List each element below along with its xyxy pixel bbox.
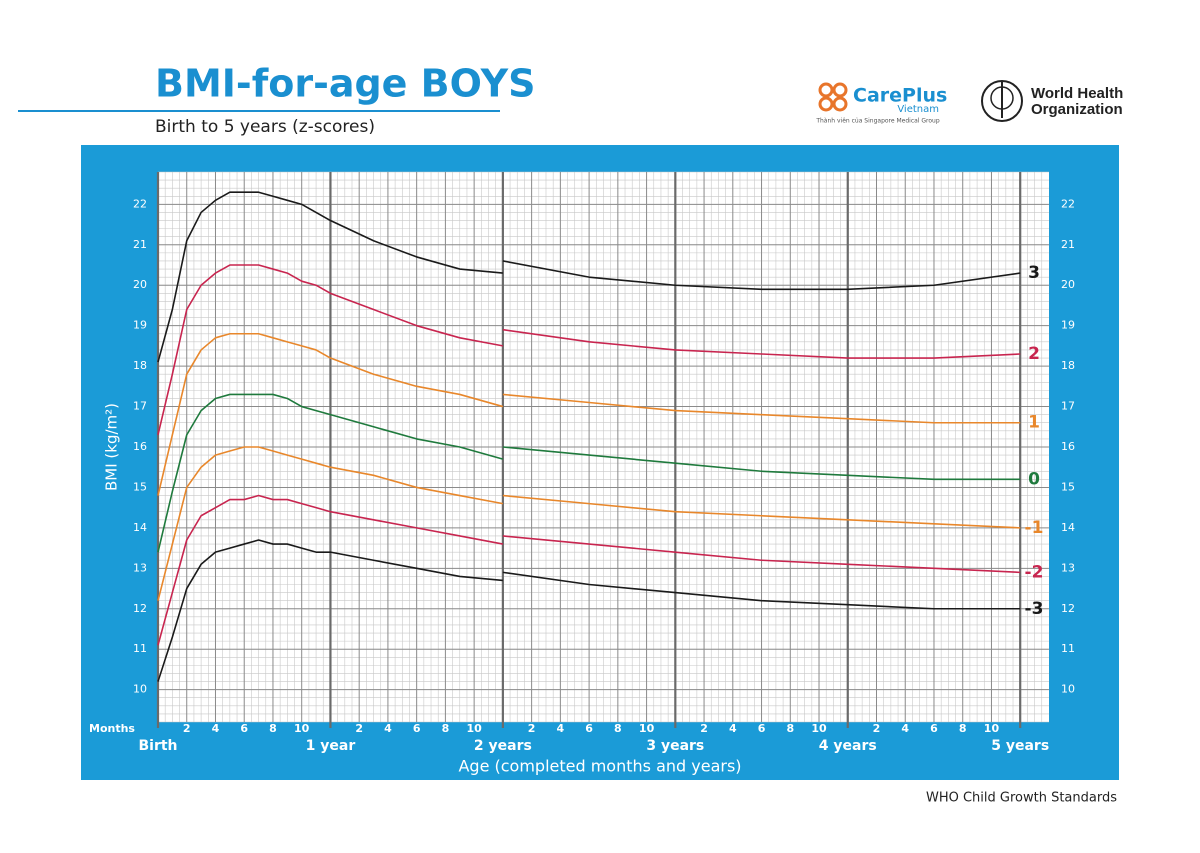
y-tick-label: 11 xyxy=(1061,642,1075,655)
series-label: -2 xyxy=(1025,562,1044,582)
logo-text: Organization xyxy=(1031,101,1123,118)
series-line xyxy=(157,494,1021,646)
logo-text: CarePlus xyxy=(853,85,947,107)
logo-text: World Health xyxy=(1031,85,1123,102)
x-tick-label: 2 xyxy=(528,722,536,735)
lines xyxy=(157,191,1021,682)
x-major-tick-label: 1 year xyxy=(306,738,356,754)
series-label: 0 xyxy=(1028,469,1040,489)
y-tick-label: 13 xyxy=(1061,561,1075,574)
x-major-tick-label: 4 years xyxy=(819,738,877,754)
x-tick-label: 2 xyxy=(355,722,363,735)
careplus-logo: CarePlus Vietnam Thành viên của Singapor… xyxy=(815,82,947,125)
y-tick-label: 12 xyxy=(1061,602,1075,615)
series-label: -1 xyxy=(1025,518,1044,538)
logo-petal xyxy=(818,96,834,112)
x-tick-label: 2 xyxy=(700,722,708,735)
x-tick-label: 10 xyxy=(639,722,655,735)
logo-petal xyxy=(832,82,848,98)
y-tick-label: 17 xyxy=(1061,400,1075,413)
y-tick-label: 14 xyxy=(1061,521,1075,534)
series-line xyxy=(157,191,1021,363)
y-tick-label: 19 xyxy=(1061,319,1075,332)
x-tick-label: 10 xyxy=(466,722,482,735)
y-tick-label: 16 xyxy=(133,440,147,453)
y-tick-label: 16 xyxy=(1061,440,1075,453)
x-tick-label: 4 xyxy=(557,722,565,735)
grid xyxy=(156,171,1049,728)
logo-emblem xyxy=(981,80,1023,122)
y-tick-label: 13 xyxy=(133,561,147,574)
x-tick-label: 4 xyxy=(901,722,909,735)
y-tick-label: 22 xyxy=(1061,197,1075,210)
y-axis-title: BMI (kg/m²) xyxy=(103,403,121,491)
x-major-tick-label: 2 years xyxy=(474,738,532,754)
x-tick-label: 6 xyxy=(413,722,421,735)
y-tick-label: 10 xyxy=(1061,683,1075,696)
x-tick-label: 8 xyxy=(269,722,277,735)
x-tick-label: 4 xyxy=(729,722,737,735)
chart-subtitle: Birth to 5 years (z-scores) xyxy=(155,117,375,137)
x-axis-title: Age (completed months and years) xyxy=(458,757,741,776)
series-line xyxy=(157,446,1021,601)
y-tick-label: 11 xyxy=(133,642,147,655)
x-tick-label: 6 xyxy=(240,722,248,735)
y-tick-label: 10 xyxy=(133,683,147,696)
series-label: 3 xyxy=(1028,263,1040,283)
x-tick-label: 8 xyxy=(442,722,450,735)
series-line xyxy=(157,393,1021,553)
x-tick-label: 2 xyxy=(183,722,191,735)
x-tick-label: 8 xyxy=(786,722,794,735)
y-tick-label: 15 xyxy=(133,480,147,493)
x-tick-label: 10 xyxy=(294,722,310,735)
series-label: 1 xyxy=(1028,413,1040,433)
y-tick-label: 14 xyxy=(133,521,147,534)
logo-text: Thành viên của Singapore Medical Group xyxy=(815,118,939,125)
x-tick-label: 8 xyxy=(614,722,622,735)
x-tick-label: 2 xyxy=(873,722,881,735)
series-label: -3 xyxy=(1025,599,1044,619)
y-tick-label: 18 xyxy=(133,359,147,372)
y-tick-label: 21 xyxy=(133,238,147,251)
x-tick-label: 8 xyxy=(959,722,967,735)
x-unit-label: Months xyxy=(89,722,135,735)
series-line xyxy=(157,264,1021,436)
y-tick-label: 22 xyxy=(133,197,147,210)
x-major-tick-label: Birth xyxy=(138,738,177,754)
logo-text: Vietnam xyxy=(897,104,939,115)
x-tick-label: 10 xyxy=(984,722,1000,735)
x-tick-label: 10 xyxy=(811,722,827,735)
y-tick-label: 20 xyxy=(1061,278,1075,291)
x-tick-label: 6 xyxy=(930,722,938,735)
x-tick-label: 6 xyxy=(758,722,766,735)
y-tick-label: 19 xyxy=(133,319,147,332)
x-major-tick-label: 3 years xyxy=(646,738,704,754)
y-tick-label: 12 xyxy=(133,602,147,615)
series-label: 2 xyxy=(1028,344,1040,364)
x-major-tick-label: 5 years xyxy=(991,738,1049,754)
logo-petal xyxy=(818,82,834,98)
y-tick-label: 15 xyxy=(1061,480,1075,493)
series-line xyxy=(157,539,1021,682)
x-tick-label: 4 xyxy=(212,722,220,735)
x-tick-label: 4 xyxy=(384,722,392,735)
x-tick-label: 6 xyxy=(585,722,593,735)
y-tick-label: 18 xyxy=(1061,359,1075,372)
chart-title: BMI-for-age BOYS xyxy=(155,62,535,106)
footer: WHO Child Growth Standards xyxy=(926,791,1117,806)
logo-petal xyxy=(832,96,848,112)
y-tick-label: 17 xyxy=(133,400,147,413)
y-tick-label: 21 xyxy=(1061,238,1075,251)
who-logo: World Health Organization xyxy=(981,80,1123,122)
y-tick-label: 20 xyxy=(133,278,147,291)
series-line xyxy=(157,332,1021,496)
